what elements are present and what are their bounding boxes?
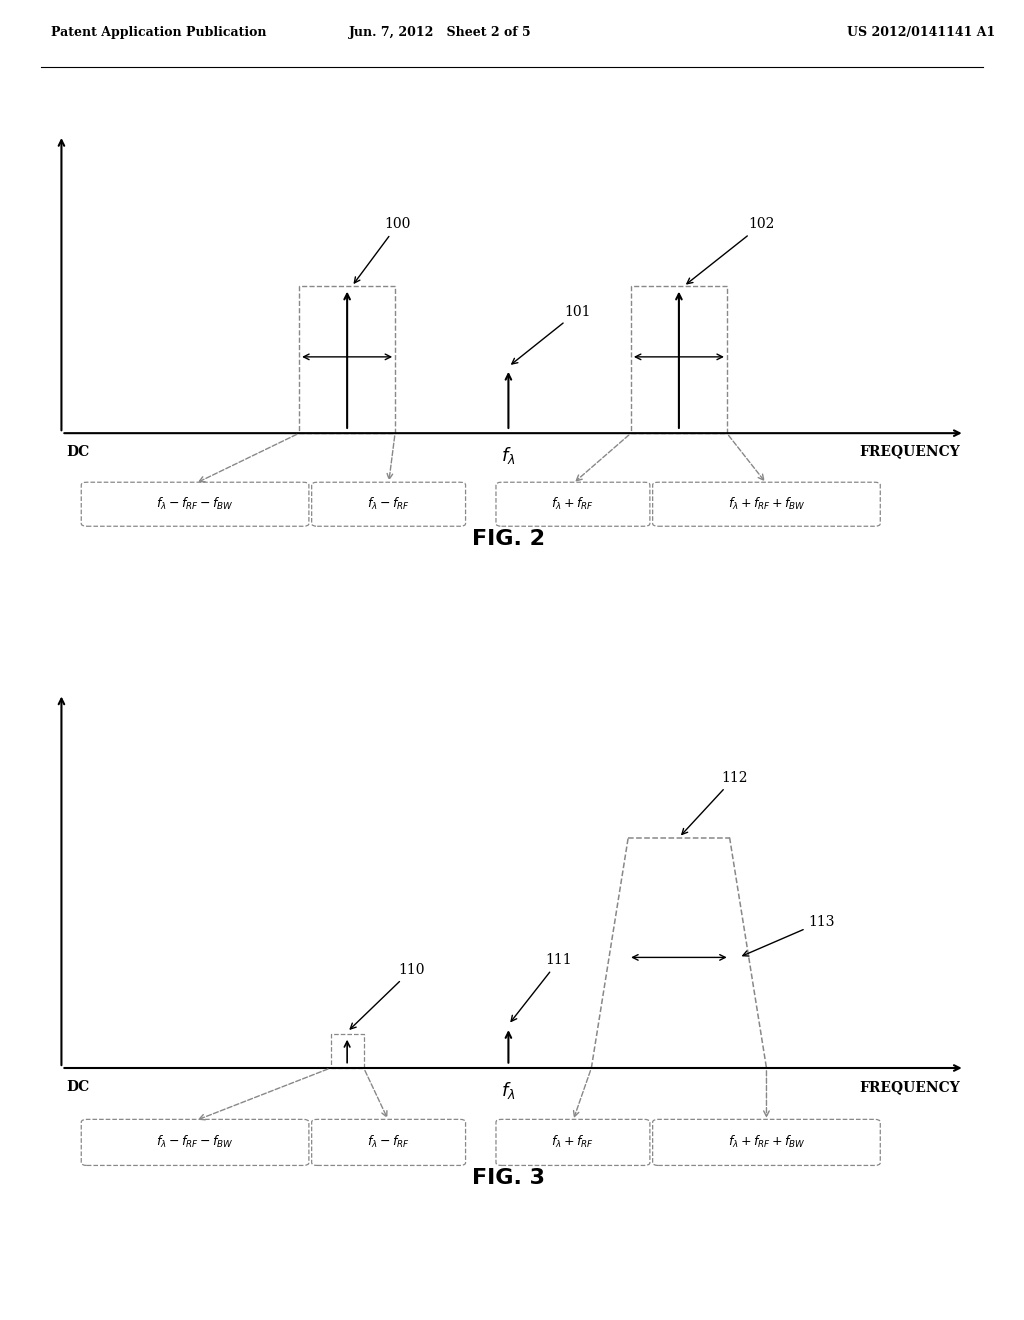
Text: DC: DC	[66, 445, 89, 458]
Text: 102: 102	[687, 218, 775, 284]
Text: US 2012/0141141 A1: US 2012/0141141 A1	[848, 26, 995, 40]
Text: $f_{\lambda}+f_{RF}$: $f_{\lambda}+f_{RF}$	[552, 1134, 594, 1151]
Text: FIG. 3: FIG. 3	[472, 1168, 545, 1188]
Text: $f_{\lambda}+f_{RF}$: $f_{\lambda}+f_{RF}$	[552, 496, 594, 512]
Text: $f_{\lambda}$: $f_{\lambda}$	[501, 445, 516, 466]
Bar	[299, 286, 395, 433]
FancyBboxPatch shape	[311, 1119, 466, 1166]
Text: $f_{\lambda}-f_{RF}$: $f_{\lambda}-f_{RF}$	[368, 496, 410, 512]
Text: 112: 112	[682, 771, 748, 834]
FancyBboxPatch shape	[496, 1119, 650, 1166]
Text: $f_{\lambda}-f_{RF}$: $f_{\lambda}-f_{RF}$	[368, 1134, 410, 1151]
FancyBboxPatch shape	[652, 1119, 881, 1166]
Text: $f_{\lambda}$: $f_{\lambda}$	[501, 1080, 516, 1101]
Text: 113: 113	[742, 915, 835, 956]
Text: Jun. 7, 2012   Sheet 2 of 5: Jun. 7, 2012 Sheet 2 of 5	[349, 26, 531, 40]
Text: $f_{\lambda}-f_{RF}-f_{BW}$: $f_{\lambda}-f_{RF}-f_{BW}$	[157, 1134, 233, 1151]
FancyBboxPatch shape	[496, 482, 650, 527]
Bar	[631, 286, 727, 433]
Text: FIG. 2: FIG. 2	[472, 528, 545, 549]
Text: 111: 111	[511, 953, 572, 1022]
Text: $f_{\lambda}-f_{RF}-f_{BW}$: $f_{\lambda}-f_{RF}-f_{BW}$	[157, 496, 233, 512]
Text: FREQUENCY: FREQUENCY	[859, 1080, 961, 1094]
Text: 110: 110	[350, 962, 425, 1030]
FancyBboxPatch shape	[81, 1119, 309, 1166]
FancyBboxPatch shape	[311, 482, 466, 527]
Text: 101: 101	[512, 305, 591, 364]
Text: DC: DC	[66, 1080, 89, 1094]
Bar	[331, 1035, 364, 1068]
Text: $f_{\lambda}+f_{RF}+f_{BW}$: $f_{\lambda}+f_{RF}+f_{BW}$	[728, 1134, 805, 1151]
Text: Patent Application Publication: Patent Application Publication	[51, 26, 266, 40]
Text: FREQUENCY: FREQUENCY	[859, 445, 961, 458]
Text: 100: 100	[354, 218, 411, 282]
Text: $f_{\lambda}+f_{RF}+f_{BW}$: $f_{\lambda}+f_{RF}+f_{BW}$	[728, 496, 805, 512]
FancyBboxPatch shape	[652, 482, 881, 527]
FancyBboxPatch shape	[81, 482, 309, 527]
